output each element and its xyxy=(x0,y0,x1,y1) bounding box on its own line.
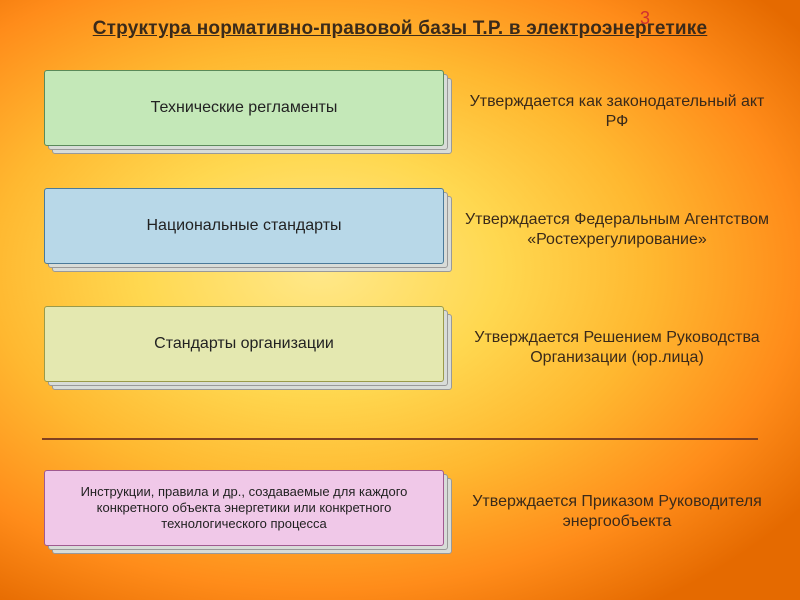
card-stack-3: Стандарты организации xyxy=(44,306,444,390)
card-stack-2: Национальные стандарты xyxy=(44,188,444,272)
card-stack-4: Инструкции, правила и др., создаваемые д… xyxy=(44,470,444,554)
title-container: Структура нормативно-правовой базы Т.Р. … xyxy=(32,18,768,40)
card-stack-1: Технические регламенты xyxy=(44,70,444,154)
desc-org-standards: Утверждается Решением Руководства Органи… xyxy=(462,328,772,368)
row-instructions: Инструкции, правила и др., создаваемые д… xyxy=(0,470,800,554)
desc-technical-regulations: Утверждается как законодательный акт РФ xyxy=(462,92,772,132)
card-instructions: Инструкции, правила и др., создаваемые д… xyxy=(44,470,444,546)
row-national-standards: Национальные стандарты Утверждается Феде… xyxy=(0,188,800,272)
slide-title: Структура нормативно-правовой базы Т.Р. … xyxy=(32,18,768,40)
section-divider xyxy=(42,438,758,440)
card-national-standards: Национальные стандарты xyxy=(44,188,444,264)
row-technical-regulations: Технические регламенты Утверждается как … xyxy=(0,70,800,154)
row-org-standards: Стандарты организации Утверждается Решен… xyxy=(0,306,800,390)
card-org-standards: Стандарты организации xyxy=(44,306,444,382)
desc-national-standards: Утверждается Федеральным Агентством «Рос… xyxy=(462,210,772,250)
card-technical-regulations: Технические регламенты xyxy=(44,70,444,146)
desc-instructions: Утверждается Приказом Руководителя энерг… xyxy=(462,492,772,532)
